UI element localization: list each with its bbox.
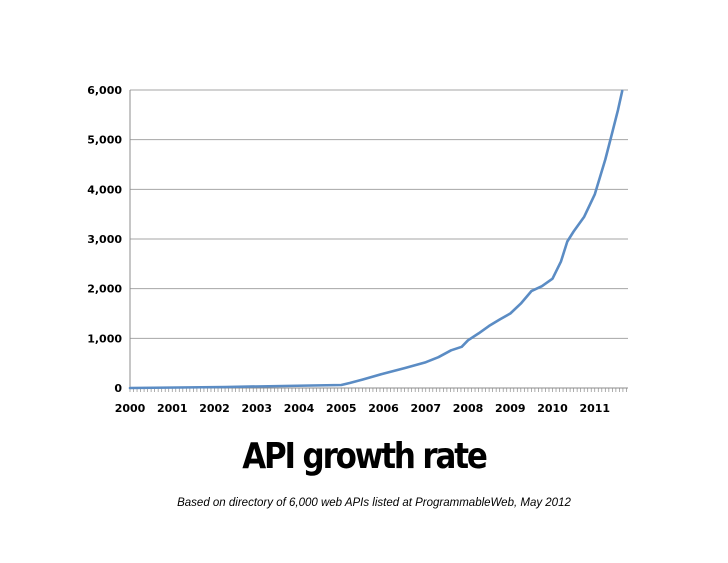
y-tick-label: 4,000 — [87, 183, 122, 196]
series-line — [128, 89, 624, 390]
data-point — [382, 372, 385, 375]
data-point — [583, 215, 586, 218]
y-tick-label: 3,000 — [87, 233, 122, 246]
y-tick-label: 6,000 — [87, 84, 122, 97]
data-point — [572, 230, 575, 233]
data-point — [437, 356, 440, 359]
data-point — [530, 290, 533, 293]
y-tick-label: 2,000 — [87, 283, 122, 296]
data-point — [460, 345, 463, 348]
chart-title: API growth rate — [242, 436, 488, 477]
data-point — [593, 193, 596, 196]
x-tick-label: 2009 — [495, 402, 526, 415]
data-point — [224, 386, 226, 388]
x-tick-labels: 2000 2001 2002 2003 2004 2005 2006 2007 2008 2009… — [115, 402, 610, 415]
data-point — [467, 339, 469, 342]
x-tick-label: 2003 — [241, 402, 272, 415]
data-point — [621, 90, 624, 92]
data-point — [610, 133, 613, 136]
data-point — [488, 325, 491, 327]
data-point — [450, 349, 452, 352]
x-tick-label: 2006 — [368, 402, 399, 415]
data-point — [361, 378, 364, 381]
x-tick-label: 2008 — [453, 402, 484, 415]
data-point — [519, 302, 522, 305]
x-tick-label: 2000 — [115, 402, 146, 415]
data-point — [310, 384, 313, 387]
data-point — [509, 312, 512, 315]
gridlines — [130, 89, 628, 339]
series-layer — [128, 89, 624, 390]
axes — [129, 90, 628, 392]
x-tick-label: 2004 — [284, 402, 315, 415]
data-point — [477, 332, 480, 335]
data-point — [424, 361, 427, 364]
data-point — [617, 108, 619, 111]
data-point — [566, 240, 569, 243]
x-tick-label: 2005 — [326, 402, 357, 415]
x-tick-label: 2007 — [410, 402, 441, 415]
x-tick-label: 2002 — [199, 402, 230, 415]
data-point — [348, 382, 351, 384]
y-tick-label: 0 — [114, 382, 122, 395]
x-tick-label: 2001 — [157, 402, 188, 415]
data-point — [129, 387, 131, 389]
x-tick-label: 2010 — [537, 402, 568, 415]
data-point — [604, 158, 607, 161]
data-point — [498, 318, 501, 321]
x-tick-label: 2011 — [579, 402, 610, 415]
y-tick-labels: 0 1,000 2,000 3,000 4,000 5,000 6,000 — [87, 84, 122, 395]
data-point — [551, 277, 554, 280]
data-point — [403, 367, 406, 370]
data-point — [340, 384, 343, 386]
data-point — [560, 260, 562, 263]
chart-subtitle: Based on directory of 6,000 web APIs lis… — [177, 497, 571, 509]
data-point — [541, 285, 543, 288]
y-tick-label: 5,000 — [87, 134, 122, 147]
y-tick-label: 1,000 — [87, 332, 122, 345]
